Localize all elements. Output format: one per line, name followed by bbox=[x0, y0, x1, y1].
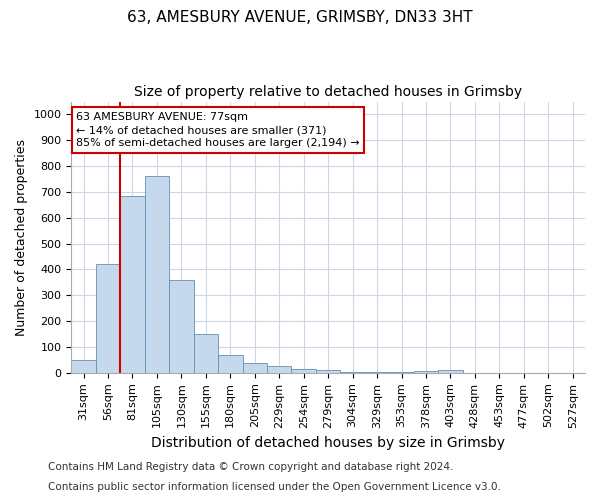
Bar bbox=[218, 354, 242, 373]
Bar bbox=[389, 372, 414, 373]
Text: Contains public sector information licensed under the Open Government Licence v3: Contains public sector information licen… bbox=[48, 482, 501, 492]
Bar bbox=[365, 372, 389, 373]
Bar bbox=[71, 360, 96, 373]
Bar bbox=[96, 264, 120, 373]
Bar bbox=[194, 334, 218, 373]
Bar bbox=[145, 176, 169, 373]
Bar bbox=[242, 363, 267, 373]
Text: Contains HM Land Registry data © Crown copyright and database right 2024.: Contains HM Land Registry data © Crown c… bbox=[48, 462, 454, 472]
Bar bbox=[292, 369, 316, 373]
Text: 63 AMESBURY AVENUE: 77sqm
← 14% of detached houses are smaller (371)
85% of semi: 63 AMESBURY AVENUE: 77sqm ← 14% of detac… bbox=[76, 112, 360, 148]
Bar bbox=[438, 370, 463, 373]
Bar bbox=[340, 372, 365, 373]
Bar bbox=[316, 370, 340, 373]
Bar bbox=[414, 371, 438, 373]
Bar bbox=[169, 280, 194, 373]
Text: 63, AMESBURY AVENUE, GRIMSBY, DN33 3HT: 63, AMESBURY AVENUE, GRIMSBY, DN33 3HT bbox=[127, 10, 473, 25]
X-axis label: Distribution of detached houses by size in Grimsby: Distribution of detached houses by size … bbox=[151, 436, 505, 450]
Y-axis label: Number of detached properties: Number of detached properties bbox=[15, 138, 28, 336]
Bar bbox=[267, 366, 292, 373]
Bar bbox=[120, 196, 145, 373]
Title: Size of property relative to detached houses in Grimsby: Size of property relative to detached ho… bbox=[134, 85, 522, 99]
